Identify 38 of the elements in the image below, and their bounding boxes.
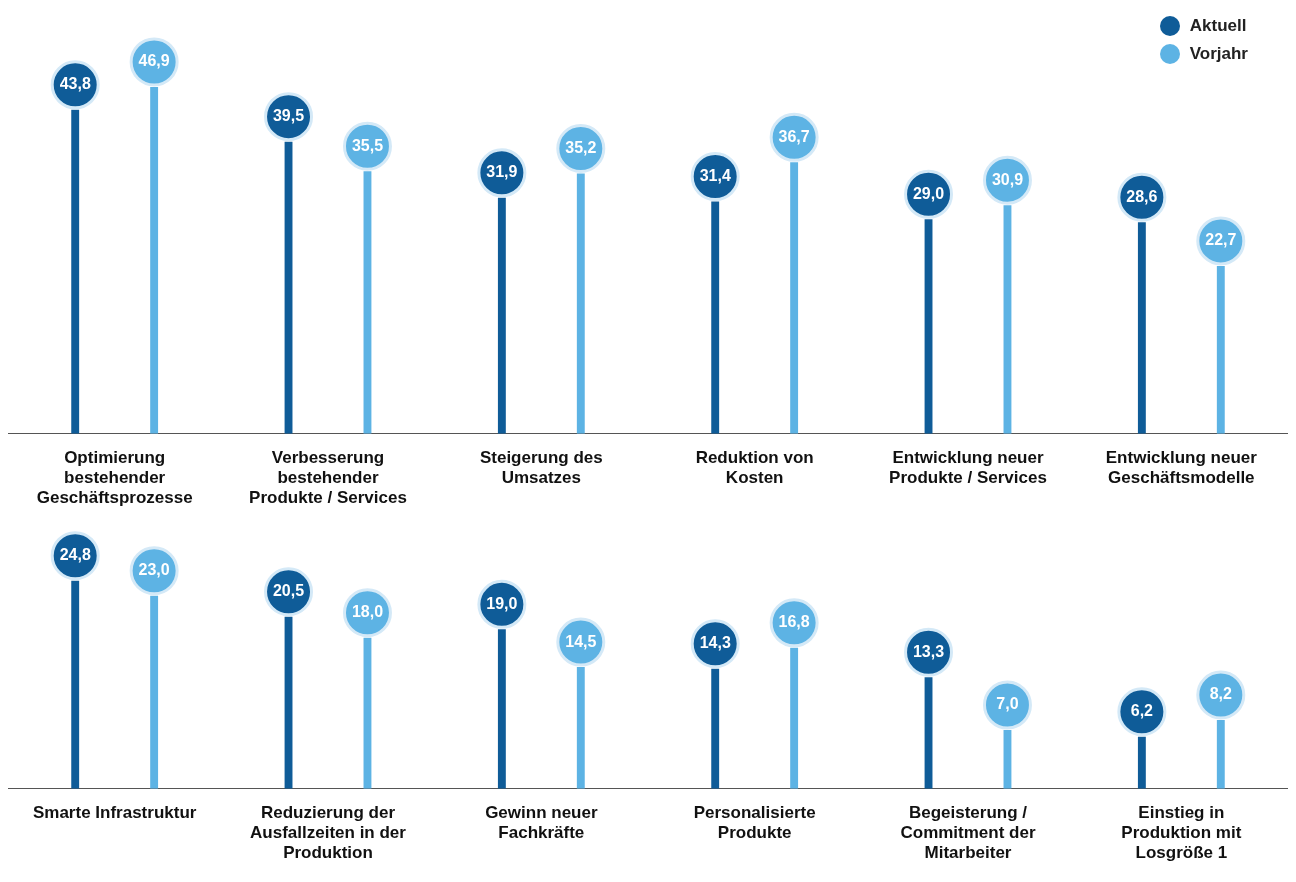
data-label: 19,0	[486, 594, 518, 612]
x-tick-label: Reduktion von Kosten	[695, 447, 814, 488]
x-tick-label: Entwicklung neuer Produkte / Services	[889, 447, 1047, 488]
x-tick-label: Entwicklung neuer Geschäftsmodelle	[1105, 447, 1258, 488]
data-label: 18,0	[351, 603, 384, 621]
data-label: 22,7	[1205, 231, 1237, 249]
data-label: 8,2	[1209, 685, 1233, 703]
x-tick-label: Smarte Infrastruktur	[32, 802, 197, 822]
data-label: 46,9	[138, 52, 170, 70]
data-label: 35,2	[565, 138, 597, 156]
x-tick-label: Steigerung des Umsatzes	[479, 447, 603, 488]
data-label: 14,5	[565, 632, 597, 650]
x-tick-label: Reduzierung der Ausfallzeiten in der Produktion	[250, 802, 407, 863]
data-label: 35,5	[351, 136, 384, 154]
data-label: 31,4	[699, 166, 731, 184]
legend-label: Aktuell	[1189, 16, 1247, 36]
data-label: 31,9	[486, 163, 518, 181]
data-label: 6,2	[1130, 702, 1154, 720]
data-label: 14,3	[699, 634, 731, 652]
legend-label: Vorjahr	[1189, 44, 1248, 64]
data-label: 28,6	[1126, 187, 1158, 205]
x-tick-label: Gewinn neuer Fachkräfte	[485, 802, 598, 843]
data-label: 13,3	[912, 642, 945, 660]
data-label: 7,0	[996, 695, 1019, 713]
data-label: 36,7	[778, 127, 810, 145]
x-tick-label: Einstieg in Produktion mit Losgröße 1	[1121, 802, 1242, 863]
data-label: 16,8	[778, 613, 810, 631]
data-label: 30,9	[991, 170, 1024, 188]
data-label: 43,8	[59, 75, 91, 93]
data-label: 24,8	[59, 546, 91, 564]
x-tick-label: Personalisierte Produkte	[693, 802, 816, 843]
data-label: 20,5	[272, 582, 305, 600]
data-label: 39,5	[272, 107, 305, 125]
x-tick-label: Optimierung bestehender Geschäftsprozesse	[36, 447, 193, 508]
data-label: 23,0	[138, 561, 170, 579]
data-label: 29,0	[912, 184, 945, 202]
x-tick-label: Begeisterung / Commitment der Mitarbeiter	[900, 802, 1036, 863]
x-tick-label: Verbesserung bestehender Produkte / Services	[249, 447, 407, 508]
